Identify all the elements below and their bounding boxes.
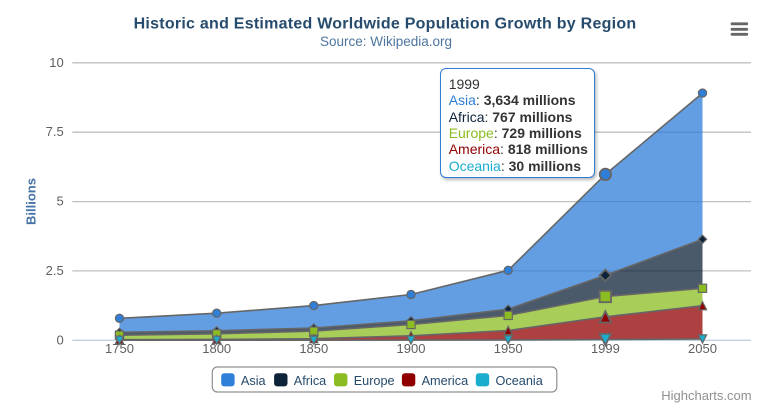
svg-text:7.5: 7.5: [46, 124, 64, 139]
svg-text:0: 0: [56, 332, 63, 347]
svg-text:Source: Wikipedia.org: Source: Wikipedia.org: [320, 34, 452, 49]
svg-text:1850: 1850: [299, 341, 328, 356]
svg-text:2.5: 2.5: [46, 263, 64, 278]
svg-text:Europe: Europe: [354, 374, 395, 388]
svg-text:1750: 1750: [105, 341, 134, 356]
svg-text:5: 5: [56, 194, 63, 209]
svg-text:Historic and Estimated Worldwi: Historic and Estimated Worldwide Populat…: [134, 16, 637, 33]
svg-text:Africa: Africa: [294, 374, 327, 388]
svg-text:Asia: Asia: [241, 374, 267, 388]
svg-text:1999: 1999: [591, 341, 620, 356]
svg-text:10: 10: [49, 55, 63, 70]
svg-text:America: America: [422, 374, 469, 388]
svg-text:1800: 1800: [202, 341, 231, 356]
svg-text:Oceania: Oceania: [496, 374, 544, 388]
svg-text:1900: 1900: [397, 341, 426, 356]
svg-text:2050: 2050: [688, 341, 717, 356]
svg-text:Highcharts.com: Highcharts.com: [661, 388, 751, 403]
svg-text:1950: 1950: [494, 341, 523, 356]
svg-text:Billions: Billions: [24, 178, 39, 225]
